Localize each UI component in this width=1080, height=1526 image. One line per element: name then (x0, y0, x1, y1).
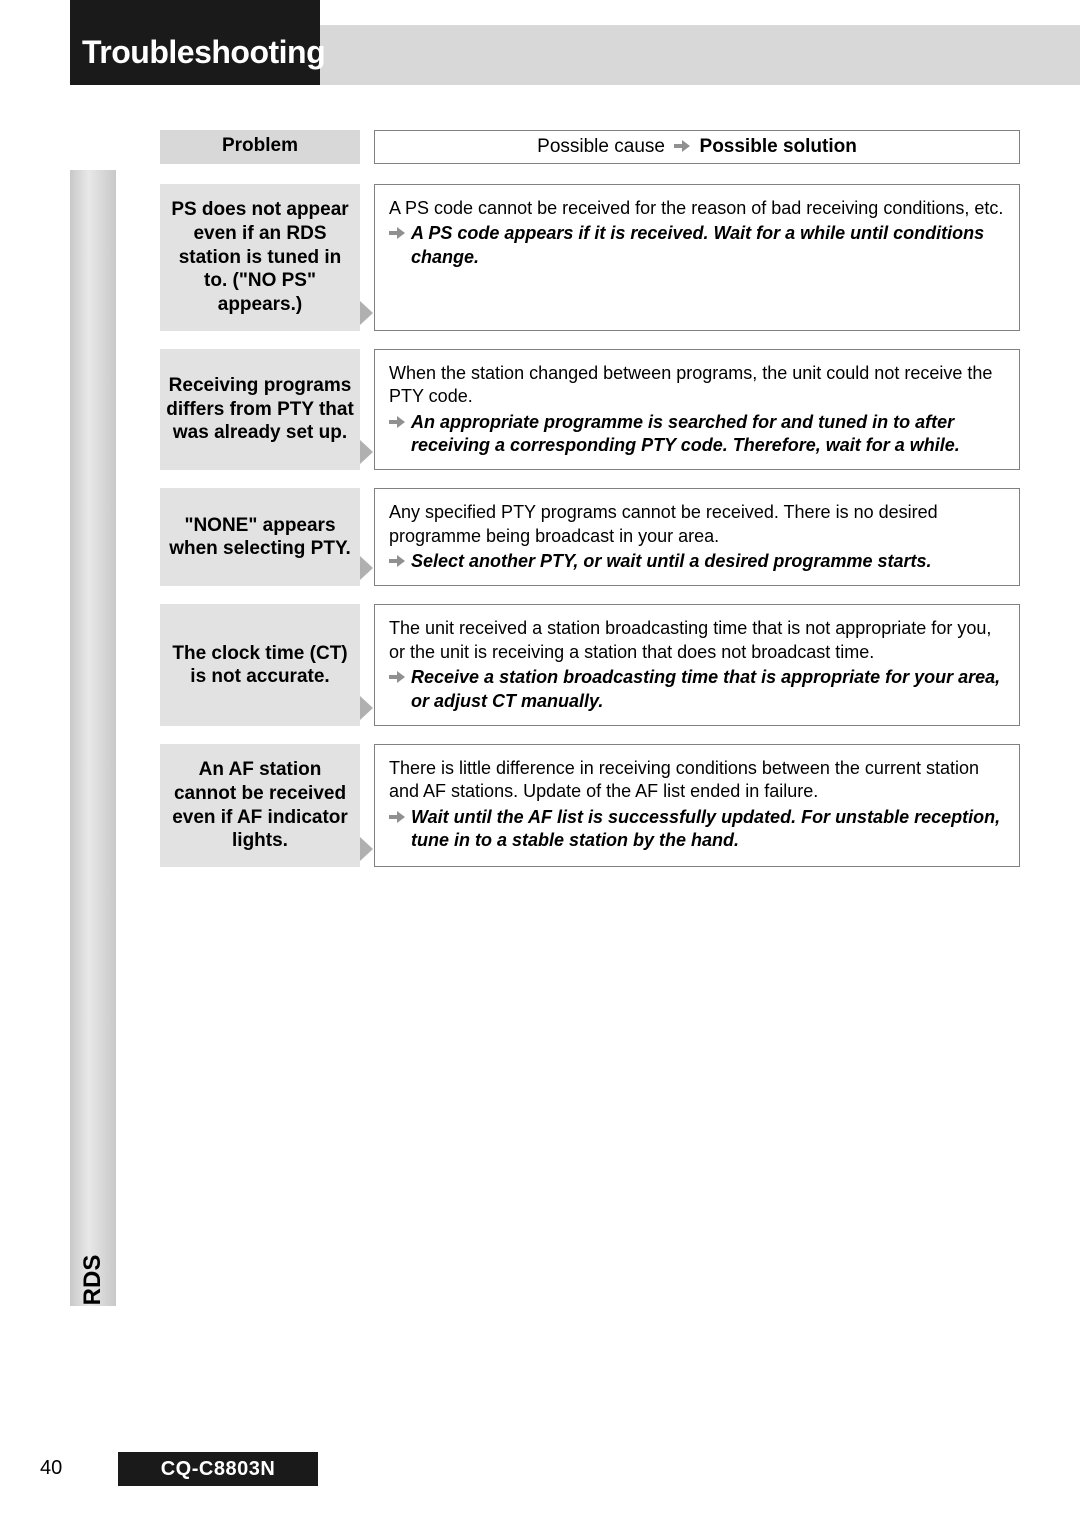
problem-cell: PS does not appear even if an RDS statio… (160, 184, 360, 331)
page-title-block: Troubleshooting (70, 0, 320, 85)
problem-text: The clock time (CT) is not accurate. (166, 642, 354, 690)
table-row: Receiving programs differs from PTY that… (160, 349, 1020, 471)
arrow-right-icon (389, 411, 405, 434)
table-row: PS does not appear even if an RDS statio… (160, 184, 1020, 331)
solution-text: Receive a station broadcasting time that… (411, 666, 1005, 713)
solution-line: Wait until the AF list is successfully u… (389, 806, 1005, 853)
model-number: CQ-C8803N (161, 1458, 276, 1481)
solution-cell: When the station changed between program… (374, 349, 1020, 471)
cause-text: Any specified PTY programs cannot be rec… (389, 501, 1005, 548)
table-header-row: Problem Possible cause Possible solution (160, 130, 1020, 164)
solution-column-header: Possible cause Possible solution (374, 130, 1020, 164)
solution-text: A PS code appears if it is received. Wai… (411, 222, 1005, 269)
problem-text: "NONE" appears when selecting PTY. (166, 514, 354, 562)
cause-text: The unit received a station broadcasting… (389, 617, 1005, 664)
troubleshooting-table: Problem Possible cause Possible solution… (160, 130, 1020, 885)
page-number: 40 (40, 1457, 62, 1480)
cause-text: When the station changed between program… (389, 362, 1005, 409)
problem-cell: Receiving programs differs from PTY that… (160, 349, 360, 471)
problem-cell: "NONE" appears when selecting PTY. (160, 488, 360, 586)
solution-text: Wait until the AF list is successfully u… (411, 806, 1005, 853)
problem-text: An AF station cannot be received even if… (166, 758, 354, 853)
solution-text: An appropriate programme is searched for… (411, 411, 1005, 458)
solution-line: A PS code appears if it is received. Wai… (389, 222, 1005, 269)
problem-cell: An AF station cannot be received even if… (160, 744, 360, 867)
table-row: "NONE" appears when selecting PTY. Any s… (160, 488, 1020, 586)
problem-cell: The clock time (CT) is not accurate. (160, 604, 360, 726)
arrow-right-icon (389, 666, 405, 689)
section-tab-label: RDS (79, 1255, 107, 1306)
solution-cell: Any specified PTY programs cannot be rec… (374, 488, 1020, 586)
page-footer: 40 CQ-C8803N (0, 1450, 1080, 1486)
solution-suffix-text: Possible solution (700, 136, 857, 157)
problem-column-header: Problem (160, 130, 360, 164)
problem-text: PS does not appear even if an RDS statio… (166, 198, 354, 317)
arrow-right-icon (389, 806, 405, 829)
arrow-right-icon (389, 222, 405, 245)
solution-cell: There is little difference in receiving … (374, 744, 1020, 867)
arrow-right-icon (389, 550, 405, 573)
model-number-block: CQ-C8803N (118, 1452, 318, 1486)
section-tab: RDS (70, 170, 116, 1306)
arrow-right-icon (674, 136, 690, 158)
solution-line: An appropriate programme is searched for… (389, 411, 1005, 458)
table-row: An AF station cannot be received even if… (160, 744, 1020, 867)
table-row: The clock time (CT) is not accurate. The… (160, 604, 1020, 726)
solution-cell: A PS code cannot be received for the rea… (374, 184, 1020, 331)
cause-prefix-text: Possible cause (537, 136, 665, 157)
solution-cell: The unit received a station broadcasting… (374, 604, 1020, 726)
solution-text: Select another PTY, or wait until a desi… (411, 550, 932, 573)
page-title: Troubleshooting (82, 34, 325, 71)
problem-text: Receiving programs differs from PTY that… (166, 374, 354, 445)
cause-text: There is little difference in receiving … (389, 757, 1005, 804)
solution-line: Select another PTY, or wait until a desi… (389, 550, 1005, 573)
solution-line: Receive a station broadcasting time that… (389, 666, 1005, 713)
content-area: RDS Problem Possible cause Possible solu… (70, 130, 1020, 1306)
cause-text: A PS code cannot be received for the rea… (389, 197, 1005, 220)
